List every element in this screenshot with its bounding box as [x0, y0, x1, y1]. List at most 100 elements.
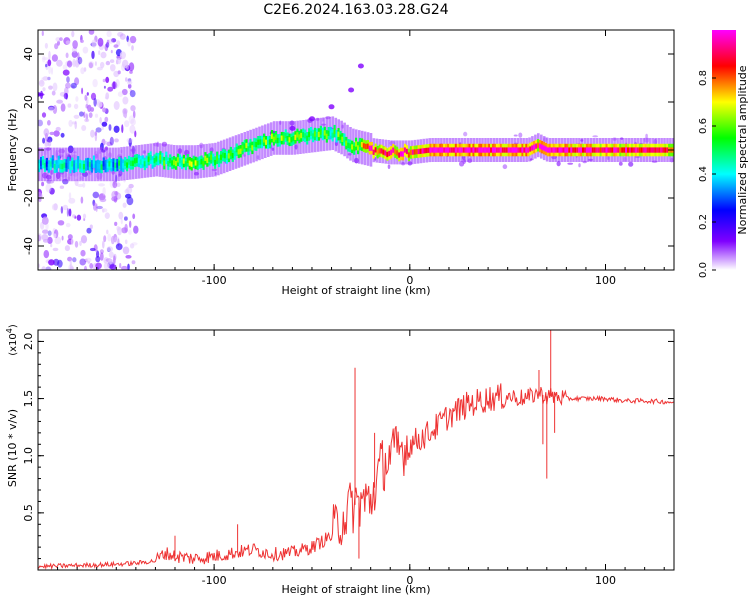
noise-speckle: [102, 187, 106, 196]
noise-speckle: [42, 229, 49, 234]
noise-speckle: [108, 258, 114, 265]
ridge-core-cell: [580, 147, 583, 153]
noise-speckle: [67, 256, 73, 262]
ridge-core-cell: [362, 143, 365, 149]
noise-speckle: [129, 35, 137, 44]
ridge-core-cell: [574, 147, 577, 153]
noise-speckle: [60, 206, 64, 214]
ridge-core-cell: [188, 160, 191, 166]
noise-speckle: [59, 185, 65, 189]
ridge-core-cell: [544, 146, 547, 152]
noise-speckle: [95, 127, 102, 133]
ridge-core-cell: [112, 161, 115, 168]
ridge-core-cell: [96, 163, 99, 169]
noise-speckle: [125, 254, 132, 259]
noise-speckle: [81, 87, 84, 95]
ridge-core-cell: [38, 163, 41, 169]
noise-speckle: [128, 115, 135, 124]
ridge-core-cell: [333, 128, 336, 134]
ridge-core-cell: [274, 134, 277, 140]
ridge-core-cell: [173, 159, 176, 165]
ridge-core-cell: [421, 148, 424, 154]
snr-y-tick-label: 2.0: [22, 333, 35, 351]
ridge-core-cell: [343, 137, 346, 143]
ridge-core-cell: [40, 160, 43, 166]
ridge-core-cell: [59, 163, 62, 169]
noise-speckle: [88, 61, 95, 69]
ridge-core-cell: [255, 142, 258, 148]
spectrogram-x-label: Height of straight line (km): [281, 284, 430, 297]
ridge-core-cell: [450, 147, 454, 153]
noise-speckle: [115, 79, 120, 88]
ridge-core-cell: [175, 160, 178, 167]
noise-speckle: [110, 64, 116, 72]
noise-speckle: [77, 52, 80, 61]
ridge-core-cell: [315, 132, 319, 138]
ridge-core-cell: [292, 135, 295, 142]
noise-speckle: [76, 214, 82, 221]
ridge-core-cell: [613, 147, 616, 153]
noise-speckle: [41, 181, 45, 187]
ridge-core-cell: [122, 163, 125, 169]
ridge-core-cell: [306, 135, 309, 141]
ridge-core-cell: [47, 163, 50, 170]
noise-speckle: [106, 30, 112, 38]
noise-speckle: [71, 30, 75, 38]
ridge-core-cell: [654, 147, 657, 153]
noise-speckle: [38, 263, 41, 269]
ridge-core-cell: [198, 159, 201, 166]
noise-speckle: [73, 114, 80, 119]
ridge-core-cell: [411, 149, 414, 155]
ridge-core-cell: [550, 147, 553, 153]
ridge-core-cell: [460, 147, 463, 153]
ridge-core-cell: [627, 147, 630, 153]
spectrogram-y-tick-label: -40: [22, 237, 35, 255]
ridge-core-cell: [239, 148, 242, 154]
ridge-core-cell: [313, 131, 317, 137]
ridge-core-cell: [57, 159, 60, 165]
noise-speckle: [129, 220, 132, 228]
noise-speckle: [99, 249, 104, 254]
ridge-core-cell: [128, 159, 131, 165]
ridge-core-cell: [257, 139, 260, 145]
noise-speckle: [129, 124, 136, 134]
noise-speckle: [116, 182, 121, 187]
ridge-core-cell: [607, 147, 610, 153]
ridge-core-cell: [492, 147, 495, 153]
ridge-core-cell: [535, 143, 538, 149]
noise-speckle: [47, 230, 52, 236]
ridge-core-cell: [638, 147, 641, 153]
noise-speckle: [48, 65, 52, 74]
noise-speckle: [89, 263, 94, 269]
ridge-core-cell: [133, 158, 137, 164]
noise-speckle: [104, 212, 110, 219]
noise-speckle: [55, 126, 61, 132]
noise-speckle: [68, 192, 72, 200]
noise-speckle: [124, 216, 128, 221]
ridge-core-cell: [634, 147, 638, 153]
ridge-core-cell: [83, 164, 86, 170]
ridge-core-cell: [137, 158, 140, 164]
snr-y-multiplier: (x104): [5, 324, 19, 356]
ridge-core-cell: [423, 148, 426, 154]
noise-speckle: [79, 258, 86, 266]
ridge-core-cell: [632, 147, 636, 153]
noise-speckle: [85, 257, 92, 263]
noise-speckle: [49, 131, 55, 136]
colorbar-label: Normalized spectral amplitude: [736, 65, 749, 234]
noise-speckle: [66, 208, 69, 217]
ridge-core-cell: [92, 159, 95, 165]
snr-plot-area: [38, 330, 674, 570]
noise-speckle: [131, 242, 138, 246]
ridge-core-cell: [282, 135, 285, 141]
spectrogram-x-tick-label: 0: [406, 274, 413, 287]
ridge-core-cell: [388, 150, 391, 157]
noise-speckle: [99, 197, 107, 203]
ridge-core-cell: [644, 147, 647, 153]
ridge-core-cell: [130, 160, 133, 166]
noise-speckle: [70, 238, 74, 245]
spectrogram-y-label: Frequency (Hz): [6, 109, 19, 192]
ridge-core-cell: [394, 149, 397, 155]
ridge-core-cell: [159, 154, 162, 161]
